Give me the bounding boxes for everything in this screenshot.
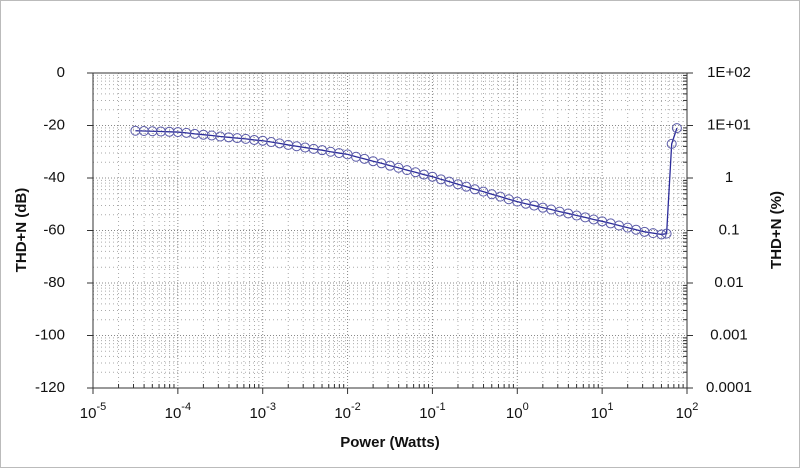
x-tick-label: 10-5	[80, 401, 106, 422]
x-tick-exponent: 2	[692, 401, 698, 413]
y-tick-label: -100	[35, 326, 65, 343]
x-tick-base: 10	[249, 405, 266, 422]
x-tick-label: 100	[506, 401, 529, 422]
x-tick-base: 10	[591, 405, 608, 422]
x-tick-exponent: -2	[351, 401, 361, 413]
x-tick-label: 10-1	[419, 401, 445, 422]
x-tick-exponent: -5	[96, 401, 106, 413]
x-tick-exponent: -4	[181, 401, 191, 413]
y2-tick-label: 1E+02	[707, 64, 751, 81]
y2-tick-label: 0.1	[719, 221, 740, 238]
y-tick-label: -40	[43, 169, 65, 186]
y2-axis-label: THD+N (%)	[768, 191, 785, 269]
x-tick-label: 10-4	[165, 401, 191, 422]
data-point	[671, 123, 682, 134]
x-tick-exponent: 1	[607, 401, 613, 413]
x-tick-label: 10-3	[249, 401, 275, 422]
y-tick-label: -120	[35, 379, 65, 396]
y2-tick-label: 1E+01	[707, 116, 751, 133]
x-tick-exponent: -1	[436, 401, 446, 413]
x-tick-exponent: 0	[523, 401, 529, 413]
data-point	[138, 126, 149, 137]
x-tick-base: 10	[334, 405, 351, 422]
x-tick-base: 10	[419, 405, 436, 422]
x-tick-base: 10	[80, 405, 97, 422]
x-tick-label: 10-2	[334, 401, 360, 422]
x-tick-base: 10	[506, 405, 523, 422]
x-tick-base: 10	[676, 405, 693, 422]
y-tick-label: -60	[43, 221, 65, 238]
data-point	[666, 138, 677, 149]
x-tick-exponent: -3	[266, 401, 276, 413]
y-tick-label: -20	[43, 116, 65, 133]
y2-tick-label: 0.001	[710, 326, 748, 343]
y-tick-label: -80	[43, 274, 65, 291]
x-axis-label: Power (Watts)	[340, 434, 439, 451]
y2-tick-label: 0.0001	[706, 379, 752, 396]
data-point	[155, 126, 166, 137]
x-tick-base: 10	[165, 405, 182, 422]
plot-border	[92, 72, 688, 389]
y-axis-label: THD+N (dB)	[13, 188, 30, 273]
data-point	[266, 137, 277, 148]
y2-tick-label: 1	[725, 169, 733, 186]
data-point	[198, 129, 209, 140]
y2-tick-label: 0.01	[714, 274, 743, 291]
data-point	[661, 228, 672, 239]
x-tick-label: 102	[676, 401, 699, 422]
data-point	[181, 127, 192, 138]
x-tick-label: 101	[591, 401, 614, 422]
data-point	[656, 229, 667, 240]
y-tick-label: 0	[57, 64, 65, 81]
